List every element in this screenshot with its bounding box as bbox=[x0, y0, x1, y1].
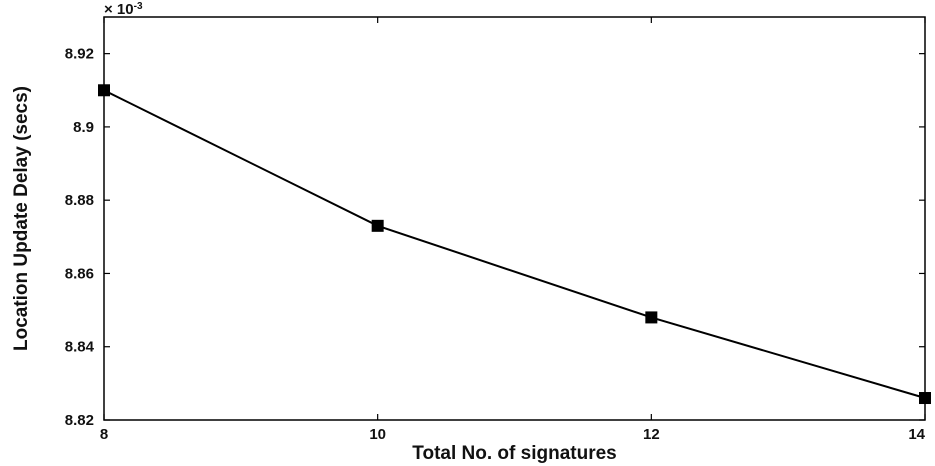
x-axis-title: Total No. of signatures bbox=[412, 443, 616, 464]
series-line bbox=[103, 89, 926, 399]
y-axis-title: Location Update Delay (secs) bbox=[11, 86, 32, 351]
data-point-marker bbox=[371, 219, 384, 232]
x-tick-label: 10 bbox=[369, 426, 386, 443]
plot-area bbox=[103, 16, 926, 421]
y-tick-label: 8.88 bbox=[65, 192, 94, 209]
series-layer bbox=[98, 84, 931, 405]
y-tick-label: 8.84 bbox=[65, 339, 95, 356]
y-exponent-label: × 10-3 bbox=[104, 1, 143, 19]
x-tick-label: 8 bbox=[100, 426, 108, 443]
x-tick-labels: 8 10 12 14 bbox=[100, 426, 926, 443]
y-tick-label: 8.92 bbox=[65, 46, 94, 63]
tick-marks bbox=[103, 17, 926, 421]
y-tick-label: 8.9 bbox=[73, 119, 94, 136]
data-point-marker bbox=[645, 311, 658, 324]
y-tick-label: 8.86 bbox=[65, 265, 94, 282]
y-tick-label: 8.82 bbox=[65, 412, 94, 429]
data-point-marker bbox=[98, 84, 110, 97]
y-tick-labels: 8.82 8.84 8.86 8.88 8.9 8.92 bbox=[65, 46, 95, 429]
x-tick-label: 14 bbox=[908, 426, 925, 443]
x-tick-label: 12 bbox=[643, 426, 660, 443]
data-point-marker bbox=[919, 392, 931, 405]
